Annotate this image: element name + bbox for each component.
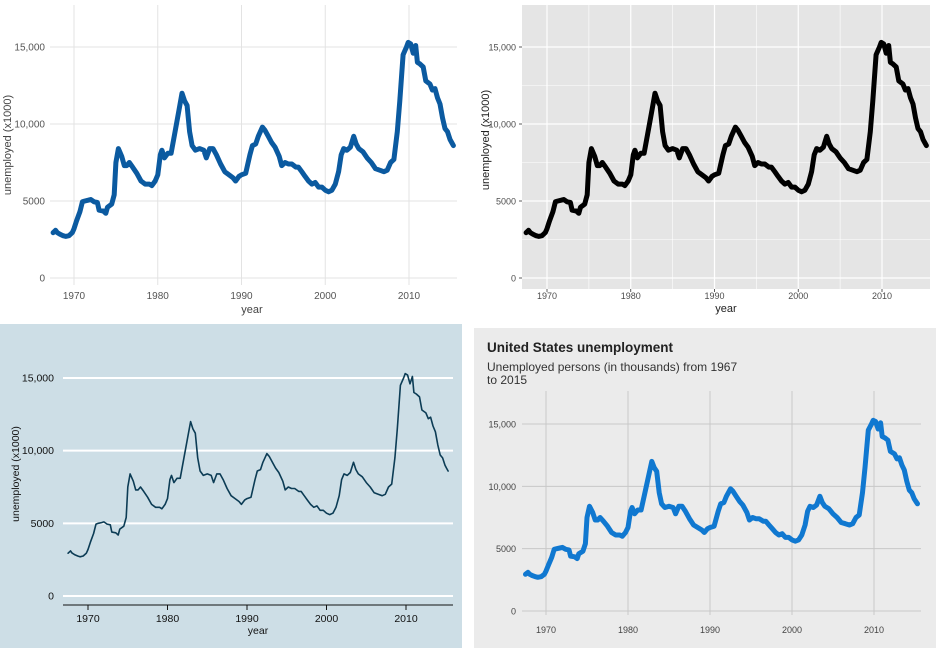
- y-axis-title: unemployed (x1000): [10, 426, 22, 522]
- x-tick-label: 2010: [864, 625, 884, 635]
- y-tick-label: 15,000: [14, 43, 45, 54]
- y-tick-label: 0: [511, 607, 516, 617]
- y-tick-label: 10,000: [22, 445, 54, 457]
- y-tick-label: 5000: [23, 197, 46, 208]
- panel-background: [0, 324, 462, 648]
- chart-gray-theme: 0 5000 10,000 15,000 1970 1980 1990 2000 2010 yea…: [480, 5, 930, 315]
- y-tick-label: 0: [511, 274, 516, 284]
- x-tick-label: 2000: [782, 625, 802, 635]
- chart-title: United States unemployment: [487, 340, 674, 355]
- x-tick-label: 2010: [872, 291, 892, 301]
- x-tick-label: 1990: [235, 613, 259, 625]
- unemployment-series-line: [523, 417, 920, 580]
- x-tick-label: 1990: [700, 625, 720, 635]
- y-tick-label: 10,000: [488, 482, 516, 492]
- x-tick-label: 2000: [788, 291, 808, 301]
- x-tick-label: 1970: [536, 625, 556, 635]
- y-tick-label: 5000: [496, 544, 516, 554]
- y-axis-title: unemployed (x1000): [2, 95, 14, 195]
- panel-background: [474, 328, 936, 648]
- x-tick-label: 1980: [621, 291, 641, 301]
- x-axis-title: year: [248, 625, 269, 637]
- chart-minimal-theme: 0 5000 10,000 15,000 1970 1980 1990 2000 2010 yea…: [2, 5, 457, 316]
- x-tick-label: 2000: [314, 291, 337, 302]
- x-tick-label: 2010: [394, 613, 418, 625]
- y-tick-label: 0: [39, 274, 45, 285]
- x-tick-label: 1990: [230, 291, 253, 302]
- y-tick-label: 15,000: [488, 420, 516, 430]
- x-tick-label: 2010: [398, 291, 421, 302]
- y-tick-label: 15,000: [22, 373, 54, 385]
- chart-titled-theme: 0 5000 10,000 15,000 1970 1980 1990 2000 2010 Un…: [474, 328, 936, 648]
- x-tick-label: 2000: [315, 613, 339, 625]
- y-tick-label: 0: [48, 591, 54, 603]
- chart-economist-theme: 0 5000 10,000 15,000 1970 1980 1990 2000 2010 yea…: [0, 324, 462, 648]
- x-axis-title: year: [241, 304, 263, 316]
- y-tick-label: 5000: [496, 197, 516, 207]
- unemployment-series-line: [50, 39, 456, 239]
- unemployment-series-line: [523, 39, 929, 239]
- y-tick-label: 10,000: [488, 120, 516, 130]
- x-tick-label: 1990: [704, 291, 724, 301]
- x-tick-label: 1980: [618, 625, 638, 635]
- x-axis-title: year: [715, 303, 737, 315]
- x-tick-label: 1980: [156, 613, 180, 625]
- unemployment-series-line: [67, 372, 449, 558]
- y-axis-title: unemployed (x1000): [480, 90, 492, 190]
- x-tick-label: 1970: [76, 613, 100, 625]
- y-tick-label: 5000: [31, 518, 55, 530]
- y-tick-label: 15,000: [488, 43, 516, 53]
- x-tick-label: 1970: [63, 291, 86, 302]
- chart-subtitle-line-1: Unemployed persons (in thousands) from 1…: [487, 360, 737, 374]
- y-tick-label: 10,000: [14, 120, 45, 131]
- x-tick-label: 1980: [147, 291, 170, 302]
- x-tick-label: 1970: [537, 291, 557, 301]
- chart-subtitle-line-2: to 2015: [487, 373, 527, 387]
